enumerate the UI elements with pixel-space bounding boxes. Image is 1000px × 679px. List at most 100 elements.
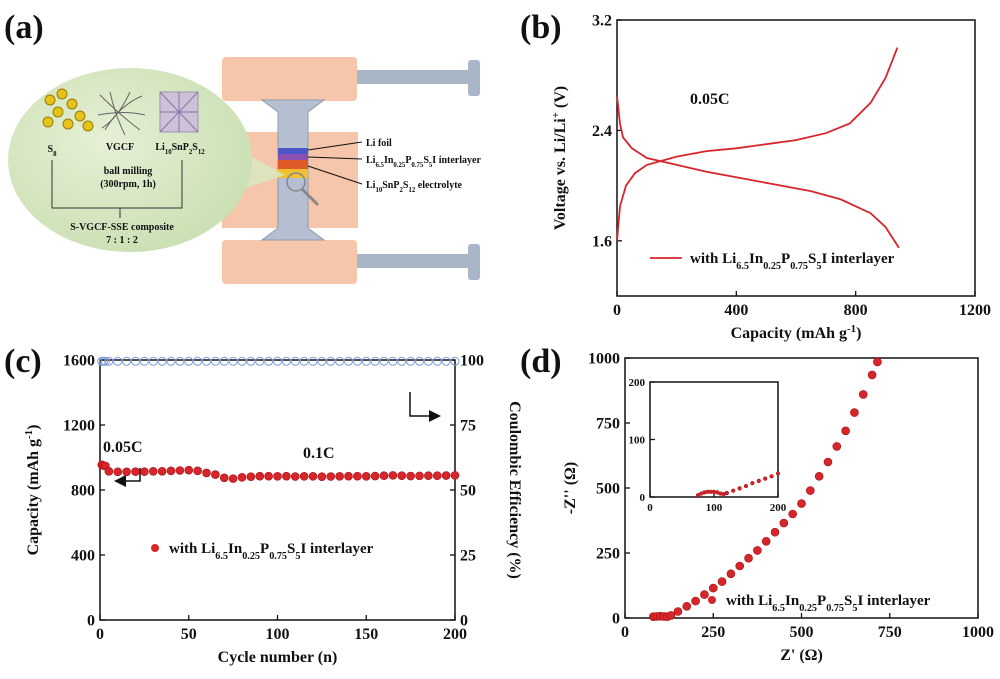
- plot-frame: [99, 359, 456, 621]
- plot-frame: [616, 19, 976, 297]
- text-segment: 6.5: [772, 603, 785, 614]
- label: (300rpm, 1h): [100, 179, 156, 190]
- text-segment: 2: [189, 149, 193, 156]
- x-tick-label: 200: [443, 626, 467, 643]
- point: [157, 467, 167, 476]
- point: [317, 472, 327, 481]
- x-tick-label: 250: [701, 624, 725, 641]
- legend-swatch: [708, 596, 716, 604]
- text-segment: S: [403, 180, 409, 191]
- label: ball milling: [104, 166, 153, 177]
- legend-label: with Li6.5In0.25P0.75S5I interlayer: [690, 251, 895, 272]
- point: [131, 356, 140, 366]
- point: [744, 553, 753, 563]
- point: [246, 356, 256, 366]
- axis-arrow: [114, 468, 141, 487]
- point: [743, 483, 749, 489]
- point: [406, 471, 415, 481]
- point: [184, 465, 194, 475]
- point: [353, 471, 362, 481]
- point: [682, 601, 692, 611]
- text-segment: P: [817, 593, 826, 609]
- x-tick-label: 0: [647, 502, 653, 514]
- point: [104, 467, 114, 476]
- legend-label: with Li6.5In0.25P0.75S5I interlayer: [169, 541, 374, 562]
- interlayer-layer: [278, 154, 308, 160]
- point: [432, 471, 442, 481]
- point: [237, 473, 247, 482]
- point: [666, 611, 676, 620]
- point: [691, 596, 700, 606]
- text-segment: with Li: [690, 251, 736, 267]
- point: [299, 356, 309, 366]
- point: [731, 488, 736, 493]
- text-segment: 6.5: [215, 551, 228, 562]
- point: [858, 390, 868, 399]
- text-segment: 12: [408, 187, 415, 194]
- point: [441, 356, 451, 366]
- bottom-block: [222, 240, 357, 284]
- text-segment: ): [25, 425, 42, 430]
- y2-tick-label: 25: [460, 548, 476, 565]
- text-segment: 10: [165, 149, 172, 156]
- point: [370, 471, 380, 481]
- point: [122, 467, 131, 477]
- point: [873, 357, 882, 367]
- magnifier-handle: [300, 187, 320, 207]
- label: Li10SnP2S12 electrolyte: [366, 180, 463, 194]
- x-axis-label: Capacity (mAh g-1): [731, 323, 862, 342]
- x-tick-label: 750: [878, 624, 902, 641]
- bracket: [51, 160, 183, 218]
- point: [352, 356, 362, 366]
- point: [761, 536, 771, 546]
- point: [397, 356, 407, 366]
- x-tick-label: 1000: [962, 624, 994, 641]
- point: [708, 583, 718, 593]
- text-segment: -1: [23, 430, 35, 439]
- text-segment: 0.75: [411, 162, 423, 169]
- point: [193, 356, 203, 366]
- point: [175, 356, 185, 366]
- point: [113, 356, 123, 366]
- point: [735, 561, 745, 571]
- point: [166, 356, 176, 366]
- point: [246, 472, 256, 481]
- point: [157, 356, 167, 366]
- point: [779, 518, 789, 528]
- plot-frame: [624, 357, 979, 619]
- point: [415, 356, 424, 366]
- point: [450, 471, 460, 480]
- point: [290, 356, 300, 366]
- point: [700, 590, 709, 599]
- point: [317, 356, 327, 366]
- text-segment: I interlayer: [857, 593, 930, 609]
- text-segment: ): [856, 325, 861, 342]
- point: [823, 457, 833, 467]
- point: [397, 471, 407, 481]
- text-segment: Voltage vs. Li/Li: [552, 118, 569, 230]
- text-segment: S: [287, 541, 295, 557]
- x-tick-label: 0: [621, 624, 629, 641]
- panel-label: (b): [520, 9, 562, 46]
- point: [737, 486, 742, 491]
- bottom-cap: [468, 244, 480, 280]
- y2-tick-label: 0: [460, 613, 468, 630]
- text-segment: In: [785, 593, 800, 609]
- text-segment: with Li: [726, 593, 772, 609]
- x-tick-label: 50: [181, 626, 197, 643]
- annotation: 0.05C: [690, 91, 730, 108]
- label: S-VGCF-SSE composite: [70, 222, 174, 233]
- point: [211, 470, 220, 479]
- text-segment: 0.75: [790, 261, 808, 272]
- y-tick-label: 500: [596, 481, 620, 498]
- y-tick-label: 1600: [63, 353, 95, 370]
- point: [832, 442, 842, 451]
- point: [423, 356, 433, 366]
- point: [202, 468, 211, 478]
- point: [219, 356, 229, 366]
- point: [763, 476, 768, 481]
- x-tick-label: 0: [96, 626, 104, 643]
- point: [308, 356, 318, 366]
- x-axis-label: Cycle number (n): [218, 649, 338, 666]
- point: [415, 471, 424, 481]
